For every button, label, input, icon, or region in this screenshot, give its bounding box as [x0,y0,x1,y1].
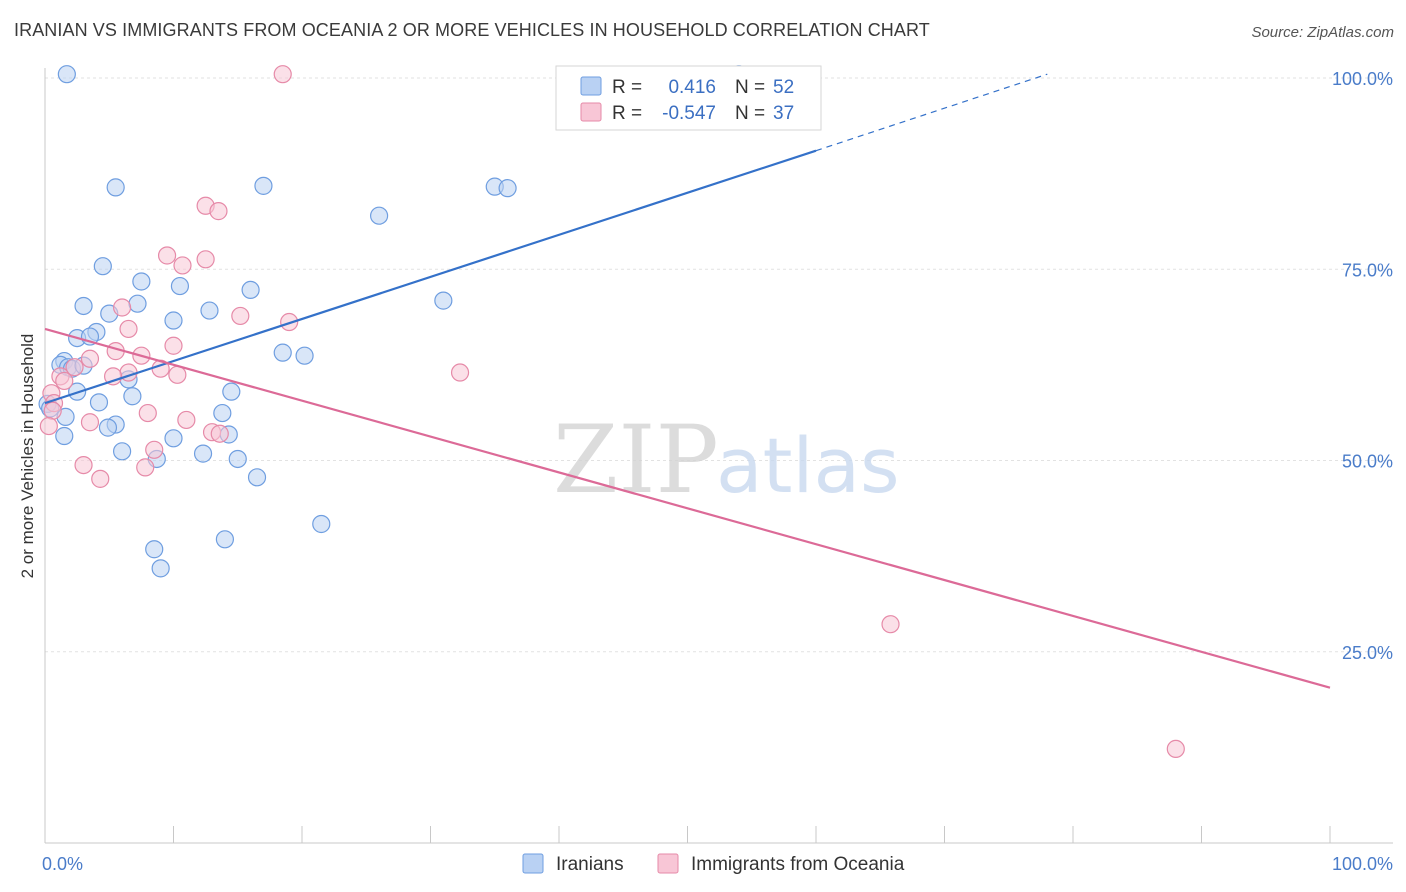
iranians-point [312,514,331,534]
iranians-legend-swatch [522,853,544,874]
oceania-point [881,615,900,634]
iranians-point [295,346,314,365]
oceania-point [450,363,470,382]
oceania-point [173,256,192,275]
iranians-point [254,176,273,195]
iranians-point [98,418,118,437]
iranians-point [128,294,147,313]
iranians-point [74,296,93,316]
oceania-point [80,413,100,432]
iranians-legend-label: Iranians [556,854,624,875]
oceania-legend-swatch [657,853,679,874]
y-tick-label: 25.0% [1342,643,1393,663]
oceania-point [136,458,155,477]
oceania-point [273,65,292,84]
iranians-point [193,444,213,463]
n-label: N = [735,77,765,98]
axes [44,68,1393,844]
iranians-swatch [580,76,602,96]
oceania-point [91,469,110,488]
iranians-point [241,280,260,300]
iranians-point [106,178,125,197]
iranians-point [145,540,164,559]
iranians-point [200,301,219,320]
iranians-point [151,559,170,578]
oceania-point [138,403,157,423]
iranians-point [213,403,232,423]
iranians-point [89,393,109,412]
chart-title: IRANIAN VS IMMIGRANTS FROM OCEANIA 2 OR … [14,20,930,40]
watermark-atlas: atlas [716,421,900,510]
n-value: 52 [773,77,794,98]
r-label: R = [612,77,642,98]
iranians-point [112,442,132,461]
oceania-point [196,250,215,269]
r-value: -0.547 [662,103,716,124]
iranians-point [215,530,234,549]
iranians-point [55,426,74,446]
oceania-legend-label: Immigrants from Oceania [691,854,905,875]
oceania-point [231,306,250,326]
oceania-point [164,336,183,355]
r-label: R = [612,103,642,124]
oceania-point [177,410,196,430]
n-value: 37 [773,103,794,124]
iranians-point [434,291,453,310]
oceania-point [74,455,93,475]
iranians-point [228,449,247,469]
watermark: ZIP atlas [553,406,900,515]
oceania-point [119,319,138,339]
watermark-zip: ZIP [553,406,719,515]
iranians-point [93,257,112,276]
y-tick-label: 75.0% [1342,260,1393,280]
iranians-point [164,311,183,330]
iranians-point [498,179,517,198]
oceania-point [168,365,187,384]
iranians-trend-line [44,149,817,405]
oceania-trend-line [44,327,1331,689]
iranians-point [132,272,151,291]
oceania-point [104,367,123,386]
oceania-swatch [580,102,602,122]
oceania-point [80,349,100,368]
iranians-point [123,387,142,406]
y-tick-label: 50.0% [1342,452,1393,472]
x-tick-label: 100.0% [1332,854,1393,874]
oceania-point [112,298,132,317]
series-legend: Iranians Immigrants from Oceania [522,853,905,875]
oceania-point [55,371,74,391]
iranians-point [370,206,389,225]
oceania-point [1166,739,1185,759]
oceania-point [209,202,228,221]
x-tick-label: 0.0% [42,854,83,874]
y-tick-label: 100.0% [1332,69,1393,89]
n-label: N = [735,103,765,124]
oceania-point [65,358,84,377]
oceania-point [43,401,62,420]
iranians-point [222,382,241,401]
trend-lines [44,73,1331,689]
stats-legend: R = 0.416 N = 52 R = -0.547 N = 37 [555,65,822,131]
source-credit: Source: ZipAtlas.com [1251,24,1394,41]
oceania-point [210,424,229,443]
iranians-trend-extension [815,73,1048,152]
r-value: 0.416 [668,77,716,98]
iranians-point [170,276,190,296]
x-tick-labels: 0.0% 100.0% [42,854,1393,874]
iranians-point [57,65,76,84]
oceania-point [145,440,164,459]
iranians-point [164,429,183,448]
iranians-point [247,468,267,487]
y-axis-label: 2 or more Vehicles in Household [18,334,37,579]
grid-lines [45,77,1393,653]
iranians-point [273,343,292,362]
y-tick-labels: 25.0% 50.0% 75.0% 100.0% [1332,69,1393,663]
oceania-point [157,246,177,265]
oceania-point [39,416,58,436]
